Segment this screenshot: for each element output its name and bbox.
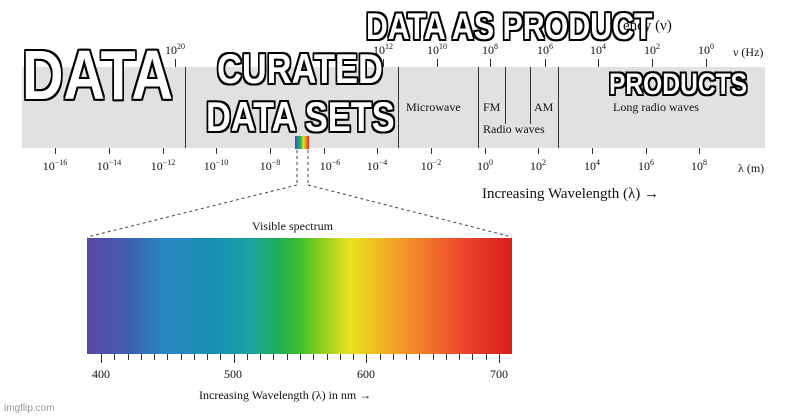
region-am: AM xyxy=(534,100,554,114)
wavelength-tick-label: 10−14 xyxy=(96,158,122,173)
visible-tick xyxy=(286,354,288,360)
wavelength-tick-label: 10−10 xyxy=(203,158,229,173)
visible-tick-label: 700 xyxy=(490,367,508,381)
region-divider xyxy=(478,67,479,148)
wavelength-tick-label: 108 xyxy=(691,158,707,173)
visible-tick xyxy=(180,354,182,360)
frequency-tick-label: 1012 xyxy=(373,42,393,57)
visible-tick xyxy=(339,354,341,360)
wavelength-tick-label: 10−4 xyxy=(366,158,388,173)
visible-tick xyxy=(273,354,275,360)
visible-spectrum-title: Visible spectrum xyxy=(252,219,333,233)
visible-tick xyxy=(114,354,116,360)
visible-tick xyxy=(101,354,102,363)
meme-label-curated-line1: CURATED xyxy=(217,45,383,92)
wavelength-axis-title: Increasing Wavelength (λ) → xyxy=(482,186,659,202)
wavelength-tick-label: 102 xyxy=(530,158,546,173)
visible-tick xyxy=(379,354,381,360)
visible-tick xyxy=(233,354,235,363)
visible-tick xyxy=(193,354,195,360)
region-divider xyxy=(530,67,531,124)
visible-tick xyxy=(300,354,301,360)
wavelength-tick-label: 10−8 xyxy=(259,158,281,173)
visible-tick-label: 500 xyxy=(224,367,242,381)
visible-tick xyxy=(167,354,169,360)
visible-tick xyxy=(419,354,421,360)
wavelength-tick-label: 10−2 xyxy=(420,158,442,173)
visible-tick xyxy=(140,354,142,360)
visible-tick-label: 600 xyxy=(357,367,375,381)
visible-tick xyxy=(326,354,328,360)
visible-tick xyxy=(406,354,408,360)
meme-label-curated-line2: DATA SETS xyxy=(206,93,395,140)
frequency-unit: ν (Hz) xyxy=(733,45,764,59)
wavelength-unit: λ (m) xyxy=(738,161,765,175)
visible-tick xyxy=(432,354,434,360)
frequency-tick-label: 1010 xyxy=(427,42,447,57)
visible-tick xyxy=(246,354,248,360)
visible-tick xyxy=(260,354,262,360)
spectrum-band xyxy=(22,67,765,148)
region-long-radio-waves: Long radio waves xyxy=(613,100,699,114)
region-microwave: Microwave xyxy=(406,100,461,114)
visible-tick xyxy=(313,354,315,360)
visible-tick xyxy=(366,354,368,363)
wavelength-tick-label: 10−12 xyxy=(150,158,176,173)
region-radio-waves: Radio waves xyxy=(483,122,545,136)
visible-tick xyxy=(220,354,222,360)
wavelength-tick-label: 10−6 xyxy=(319,158,341,173)
visible-tick xyxy=(459,354,461,360)
meme-label-data: DATA xyxy=(22,36,173,114)
visible-tick xyxy=(127,354,129,360)
frequency-axis-title: ency (ν) xyxy=(623,18,672,34)
watermark: imgflip.com xyxy=(4,403,55,414)
visible-tick xyxy=(472,354,474,360)
region-divider xyxy=(398,67,399,148)
visible-tick-label: 400 xyxy=(92,367,110,381)
frequency-tick-label: 108 xyxy=(482,42,498,57)
visible-tick xyxy=(207,354,209,360)
frequency-tick-label: 104 xyxy=(590,42,606,57)
region-divider xyxy=(185,67,186,148)
frequency-tick-label: 1020 xyxy=(165,42,185,57)
visible-spectrum-bar xyxy=(87,238,512,354)
meme-label-data-as-product: DATA AS PRODUCT xyxy=(366,6,653,47)
meme-label-products: PRODUCTS xyxy=(609,68,748,101)
visible-strip xyxy=(295,136,309,149)
visible-tick xyxy=(154,354,156,360)
region-divider xyxy=(505,67,506,124)
wavelength-tick-label: 104 xyxy=(584,158,600,173)
wavelength-tick-label: 100 xyxy=(477,158,493,173)
visible-tick xyxy=(485,354,487,360)
region-divider xyxy=(558,67,559,148)
visible-tick xyxy=(392,354,394,360)
visible-axis-title: Increasing Wavelength (λ) in nm → xyxy=(199,388,372,402)
frequency-tick-label: 106 xyxy=(537,42,553,57)
wavelength-tick-label: 106 xyxy=(638,158,654,173)
frequency-tick-label: 100 xyxy=(698,42,714,57)
visible-tick xyxy=(353,354,355,360)
region-fm: FM xyxy=(483,100,501,114)
visible-tick xyxy=(445,354,447,360)
visible-tick xyxy=(499,354,500,363)
wavelength-tick-label: 10−16 xyxy=(42,158,68,173)
frequency-tick-label: 102 xyxy=(644,42,660,57)
